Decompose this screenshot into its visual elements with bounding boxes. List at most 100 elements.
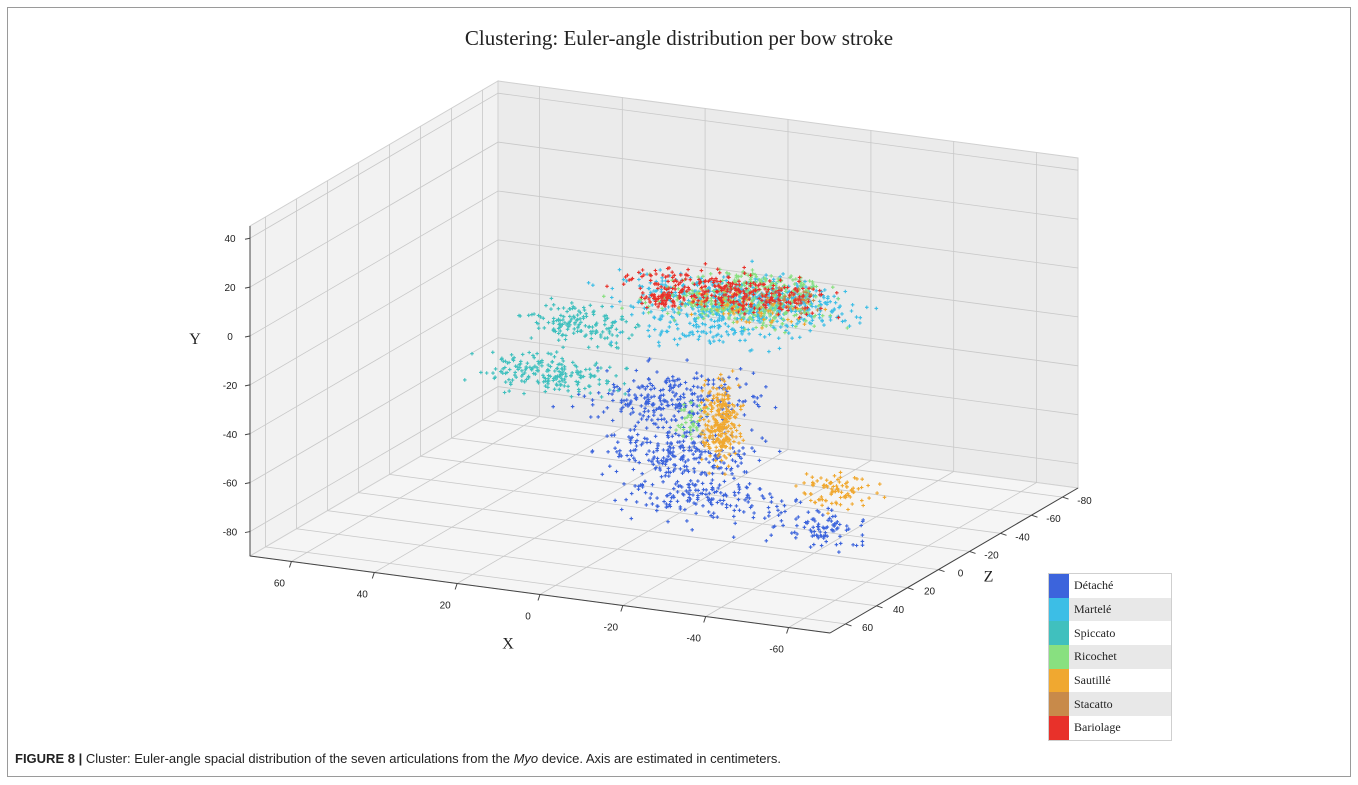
- data-point: [561, 345, 565, 350]
- data-point: [787, 293, 792, 297]
- data-point: [567, 307, 572, 311]
- data-point: [747, 311, 751, 316]
- data-point: [722, 308, 726, 312]
- data-point: [595, 330, 599, 334]
- data-point: [586, 281, 591, 285]
- data-point: [730, 472, 734, 476]
- data-point: [742, 510, 746, 514]
- legend: Détaché Martelé Spiccato Ricochet Sautillé St…: [1048, 573, 1172, 741]
- z-tick-mark: [876, 605, 883, 609]
- data-point: [710, 283, 715, 287]
- data-point: [717, 466, 721, 471]
- data-point: [790, 336, 794, 340]
- data-point: [716, 425, 721, 430]
- data-point: [690, 391, 695, 396]
- data-point: [654, 279, 658, 284]
- data-point: [543, 389, 548, 394]
- data-point: [703, 262, 708, 266]
- data-point: [699, 374, 704, 378]
- data-point: [719, 466, 723, 470]
- data-point: [649, 492, 654, 496]
- data-point: [666, 454, 670, 458]
- data-point: [832, 308, 836, 312]
- data-point: [807, 279, 812, 283]
- data-point: [760, 494, 765, 498]
- data-point: [713, 299, 718, 303]
- z-tick-label: 40: [893, 605, 905, 616]
- data-point: [846, 507, 850, 512]
- data-point: [665, 329, 670, 334]
- data-point: [721, 340, 725, 344]
- data-point: [844, 528, 849, 532]
- data-point: [700, 292, 705, 297]
- data-point: [685, 387, 689, 391]
- data-point: [815, 524, 820, 529]
- data-point: [719, 458, 724, 463]
- data-point: [824, 539, 828, 544]
- data-point: [647, 334, 652, 338]
- data-point: [522, 380, 527, 384]
- y-tick-label: 0: [227, 332, 233, 343]
- data-point: [667, 325, 672, 329]
- data-point: [736, 287, 740, 291]
- data-point: [829, 519, 834, 523]
- data-point: [691, 402, 696, 406]
- data-point: [658, 268, 662, 272]
- data-point: [726, 429, 730, 434]
- data-point: [778, 274, 782, 279]
- data-point: [836, 297, 841, 301]
- data-point: [706, 314, 711, 318]
- data-point: [499, 369, 503, 374]
- data-point: [628, 440, 633, 445]
- data-point: [811, 480, 815, 485]
- data-point: [834, 521, 838, 526]
- x-tick-label: -20: [604, 623, 619, 634]
- data-point: [761, 321, 766, 325]
- data-point: [791, 278, 795, 282]
- data-point: [590, 403, 595, 407]
- data-point: [548, 364, 553, 369]
- data-point: [607, 331, 612, 335]
- data-point: [570, 404, 575, 409]
- data-point: [637, 284, 642, 288]
- data-point: [758, 332, 762, 337]
- data-point: [606, 379, 611, 384]
- data-point: [784, 310, 788, 314]
- data-point: [779, 519, 784, 523]
- data-point: [551, 404, 555, 409]
- data-point: [658, 399, 663, 403]
- data-point: [656, 442, 660, 446]
- data-point: [623, 392, 627, 396]
- data-point: [769, 320, 773, 325]
- data-point: [491, 371, 495, 375]
- data-point: [711, 295, 716, 299]
- data-point: [794, 324, 798, 329]
- data-point: [678, 507, 683, 511]
- data-point: [664, 470, 668, 475]
- data-point: [661, 406, 666, 411]
- data-point: [744, 309, 748, 314]
- data-point: [556, 306, 561, 311]
- data-point: [645, 305, 649, 310]
- data-point: [717, 402, 722, 407]
- data-point: [673, 431, 678, 436]
- data-point: [727, 437, 732, 442]
- data-point: [602, 314, 607, 318]
- data-point: [811, 525, 815, 530]
- data-point: [689, 428, 693, 432]
- data-point: [757, 293, 762, 298]
- grid-line-y: [249, 141, 1079, 288]
- data-point: [646, 310, 651, 315]
- data-point: [808, 302, 812, 307]
- data-point: [807, 292, 812, 296]
- data-point: [611, 382, 616, 387]
- data-point: [750, 268, 755, 272]
- data-point: [803, 298, 807, 303]
- data-point: [569, 374, 573, 378]
- data-point: [742, 283, 747, 288]
- data-point: [815, 308, 820, 312]
- data-point: [682, 464, 687, 468]
- data-point: [727, 452, 731, 457]
- data-point: [664, 459, 668, 464]
- data-point: [643, 387, 648, 391]
